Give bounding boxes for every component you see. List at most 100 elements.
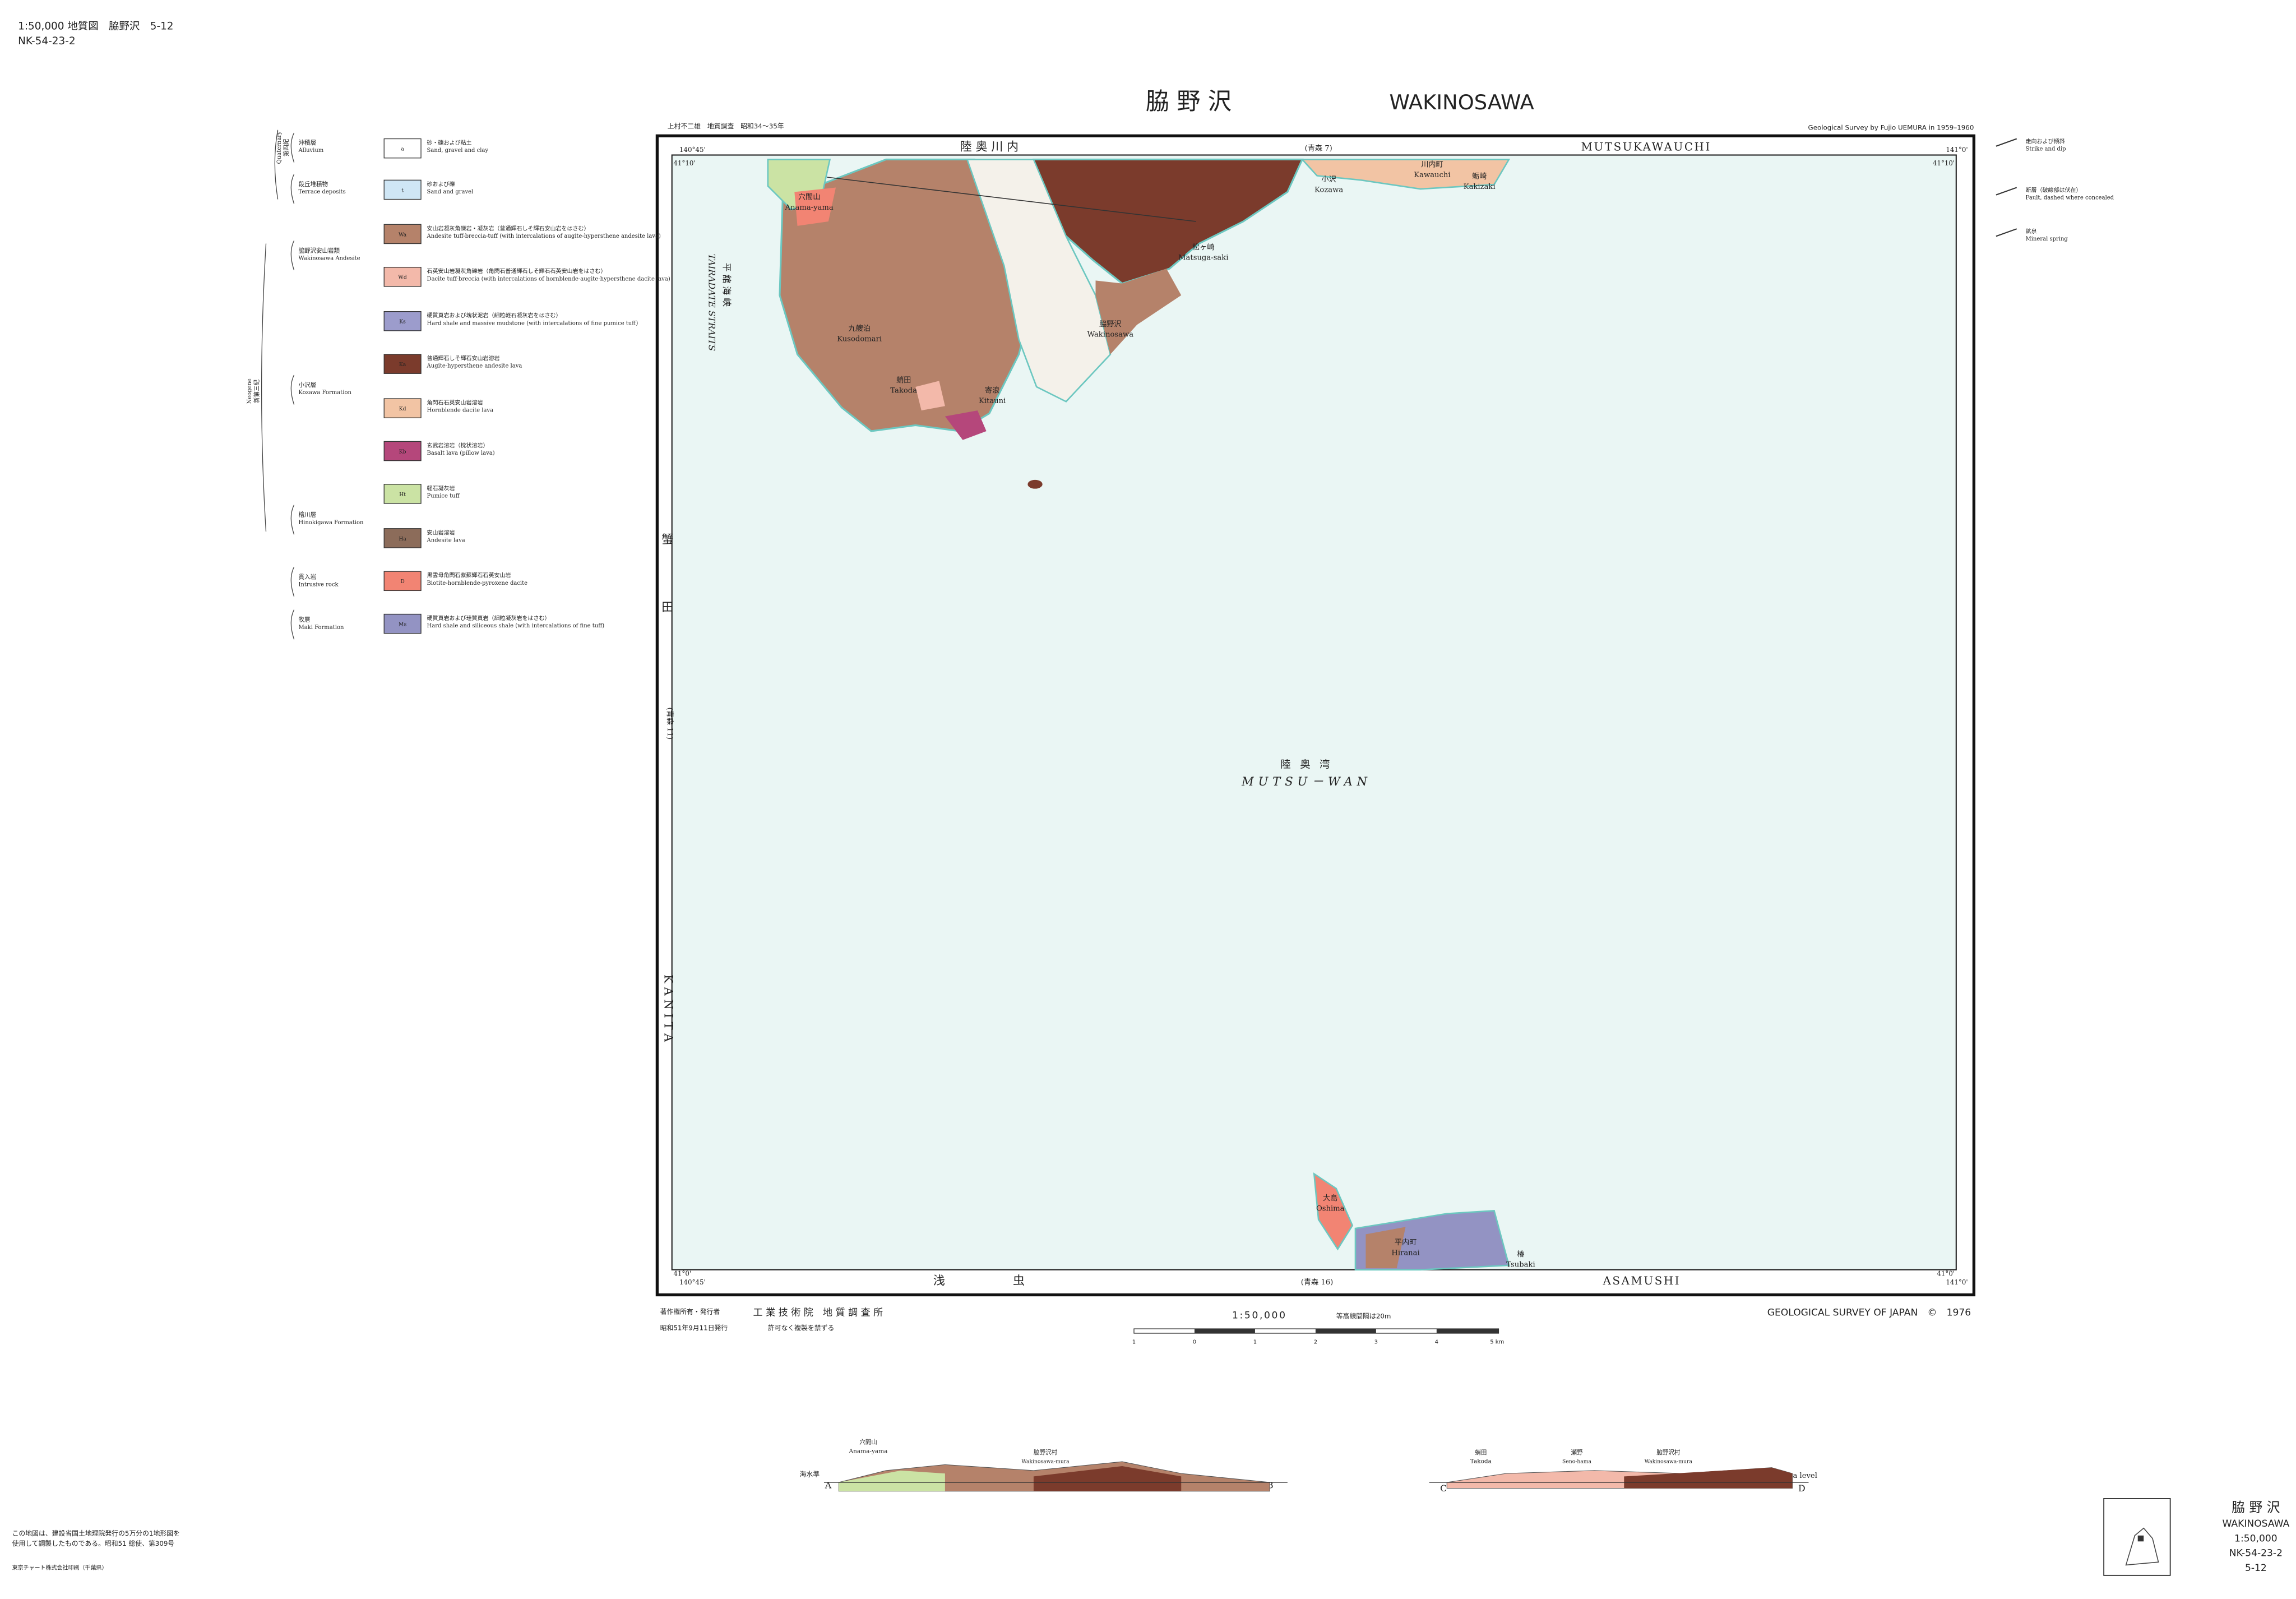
- strait-ja: 平 舘 海 峡: [721, 263, 732, 307]
- group-bracket: [290, 174, 295, 204]
- lat-label: 41°0': [673, 1269, 691, 1277]
- group-en: Alluvium: [298, 147, 323, 154]
- legend-ja: 砂および礫: [427, 181, 455, 188]
- section-line: [827, 177, 1196, 222]
- section-peak: Anama-yama: [849, 1448, 888, 1454]
- lon-label: 140°45': [679, 146, 706, 154]
- land: [767, 158, 1511, 1271]
- group-bracket: [290, 505, 295, 535]
- publisher-label: 著作権所有・発行者: [660, 1308, 720, 1316]
- section-town: 脇野沢村: [1656, 1449, 1681, 1456]
- west-ja: 蟹: [661, 532, 673, 546]
- legend-swatch: [383, 528, 422, 548]
- index-box: [2103, 1498, 2171, 1576]
- index-title-ja: 脇 野 沢: [2232, 1500, 2280, 1515]
- intrusive: [794, 187, 836, 226]
- west-en: K A N I T A: [662, 974, 676, 1042]
- legend-symbol: Ha: [399, 536, 406, 542]
- index-outline: [2125, 1527, 2159, 1566]
- lat-label: 41°0': [1937, 1269, 1955, 1277]
- lat-label: 41°10': [1933, 159, 1955, 167]
- publisher: 工 業 技 術 院 地 質 調 査 所: [753, 1307, 883, 1318]
- legend-ja: 硬質頁岩および塊状泥岩（細粒軽石凝灰岩をはさむ）: [427, 312, 562, 319]
- oshima: [1313, 1172, 1354, 1251]
- north-sheet: (青森 7): [1305, 144, 1332, 153]
- west-ja: 田: [661, 600, 673, 614]
- scale-tick: 1: [1253, 1339, 1257, 1345]
- index-sheet-marker: [2137, 1535, 2144, 1542]
- legend-en: Hard shale and siliceous shale (with int…: [427, 623, 605, 629]
- survey-ja: 上村不二雄 地質調査 昭和34～35年: [668, 122, 784, 130]
- legend-swatch: [383, 484, 422, 504]
- section-peak: 穴間山: [859, 1438, 877, 1445]
- section-town: 脇野沢村: [1034, 1449, 1058, 1456]
- section-town: Wakinosawa-mura: [1021, 1459, 1070, 1465]
- north-en: MUTSUKAWAUCHI: [1581, 141, 1711, 154]
- legend-swatch: [383, 613, 422, 634]
- cross-sections: [823, 1461, 1809, 1492]
- place-ja: 川内町: [1421, 160, 1443, 169]
- legend-ja: 黒雲母角閃石紫蘇輝石石英安山岩: [427, 572, 511, 579]
- place-en: Kakizaki: [1464, 183, 1496, 191]
- place-ja: 松ヶ崎: [1192, 243, 1214, 252]
- section-peak: Takoda: [1470, 1458, 1492, 1465]
- symbol-icon: [1996, 138, 2017, 147]
- title-ja: 脇 野 沢: [1146, 87, 1232, 115]
- legend-symbol: Wd: [398, 275, 406, 281]
- printer: 東京チャート株式会社印刷（千葉県）: [12, 1564, 108, 1571]
- dacite: [915, 381, 945, 411]
- scale-tick: 2: [1314, 1339, 1317, 1345]
- legend-symbol: Ht: [399, 492, 406, 498]
- copyright-note: 許可なく複製を禁ずる: [768, 1324, 834, 1332]
- group-bracket: [290, 240, 295, 271]
- legend-en: Basalt lava (pillow lava): [427, 450, 495, 456]
- era-ja: 新第三紀: [253, 379, 260, 403]
- scale-tick: 1: [1132, 1339, 1136, 1345]
- legend-en: Hornblende dacite lava: [427, 408, 494, 414]
- legend-swatch: [383, 571, 422, 591]
- legend-ja: 安山岩溶岩: [427, 529, 455, 536]
- legend-ja: 軽石凝灰岩: [427, 484, 455, 492]
- legend-swatch: [383, 398, 422, 418]
- south-sheet: (青森 16): [1301, 1278, 1334, 1287]
- section-end: D: [1798, 1483, 1806, 1494]
- sea-ja: 陸 奥 湾: [1280, 759, 1332, 770]
- legend-symbol: t: [401, 187, 404, 193]
- section-end: A: [825, 1480, 832, 1490]
- legend-en: Augite-hypersthene andesite lava: [427, 363, 522, 369]
- legend-en: Dacite tuff-breccia (with intercalations…: [427, 276, 670, 282]
- contour-interval: 等高線間隔は20m: [1336, 1313, 1391, 1320]
- group-en: Intrusive rock: [298, 581, 339, 588]
- place-en: Takoda: [890, 386, 917, 395]
- legend-symbol: Wa: [399, 232, 407, 238]
- group-en: Kozawa Formation: [298, 390, 351, 396]
- south-ja: 虫: [1013, 1273, 1025, 1287]
- place-ja: 蛸田: [896, 376, 911, 385]
- place-ja: 蛎崎: [1472, 172, 1487, 181]
- place-ja: 小沢: [1321, 175, 1336, 184]
- era-bracket: [274, 130, 279, 200]
- lon-label: 141°0': [1946, 146, 1968, 154]
- legend-ja: 普通輝石しそ輝石安山岩溶岩: [427, 355, 500, 362]
- place-en: Kozawa: [1314, 186, 1343, 194]
- group-en: Hinokigawa Formation: [298, 520, 364, 526]
- symbol-ja: 鉱泉: [2026, 228, 2037, 235]
- scale-bar-segment: [1436, 1329, 1499, 1333]
- legend-en: Hard shale and massive mudstone (with in…: [427, 320, 638, 326]
- texts: 1:50,000 地質図 脇野沢 5-12 NK-54-23-2 脇 野 沢 WAKI…: [12, 21, 2290, 1574]
- place-ja: 椿: [1517, 1250, 1524, 1259]
- legend-symbol: Ka: [399, 362, 406, 368]
- group-bracket: [290, 375, 295, 405]
- legend-symbol: Ms: [399, 622, 406, 628]
- section-town: 瀬野: [1571, 1449, 1583, 1456]
- legend-symbol: D: [400, 579, 404, 585]
- basalt: [945, 410, 987, 440]
- note-line: この地図は、建設省国土地理院発行の5万分の1地形図を: [12, 1529, 180, 1537]
- hiranai-andesite: [1365, 1227, 1406, 1269]
- symbol-en: Fault, dashed where concealed: [2026, 195, 2114, 201]
- place-ja: 九艘泊: [848, 324, 870, 333]
- legend-symbol: Kb: [399, 449, 406, 455]
- legend-en: Sand and gravel: [427, 189, 474, 195]
